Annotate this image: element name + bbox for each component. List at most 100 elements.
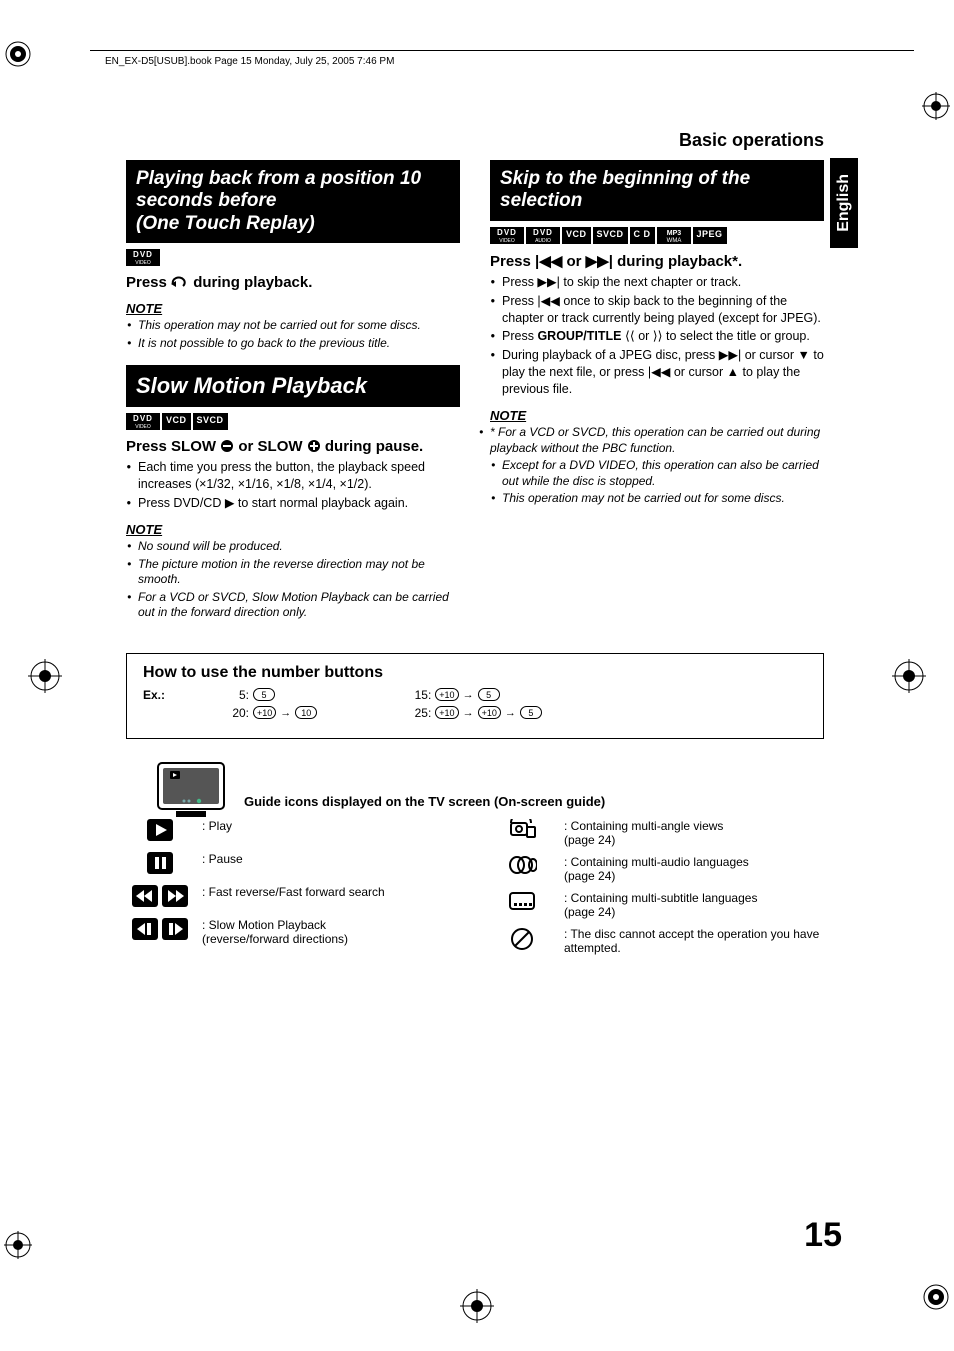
example-label: Ex.: [143,688,165,720]
registration-mark-br [922,1283,950,1311]
num-p10-btn: +10 [253,706,276,719]
next-icon: ▶▶| [586,253,613,270]
svcd-label: SVCD [593,227,628,244]
svg-text:MP3: MP3 [666,230,681,237]
guide-title: Guide icons displayed on the TV screen (… [244,794,824,809]
header-rule [90,50,914,51]
fast-forward-icon [162,885,188,907]
play-icon [147,819,173,841]
guide-icons-grid: : Play : Pause : Fast reverse/Fast forwa… [128,819,824,963]
crosshair-bottom [460,1289,494,1323]
example-5: 5:5 [225,688,317,702]
note-list-1: This operation may not be carried out fo… [126,318,460,351]
note-item: The picture motion in the reverse direct… [138,557,460,588]
reject-icon [510,927,534,951]
tv-guide-row: Guide icons displayed on the TV screen (… [156,761,824,819]
svg-text:WMA: WMA [666,238,681,244]
heading-slow-motion: Slow Motion Playback [126,365,460,407]
disc-labels-2: DVDVIDEO VCD SVCD [126,413,460,430]
svg-text:DVD: DVD [133,250,153,259]
num-5-btn: 5 [253,688,275,701]
page: EN_EX-D5[USUB].book Page 15 Monday, July… [0,0,954,1351]
instr2-c: during pause. [325,438,423,455]
angle-icon [507,819,537,841]
right-column: Skip to the beginning of the selection D… [490,160,824,623]
note-item: For a VCD or SVCD, Slow Motion Playback … [138,590,460,621]
guide-play-label: : Play [202,819,232,833]
body-item: Each time you press the button, the play… [138,459,460,493]
body-item: Press ▶▶| to skip the next chapter or tr… [502,274,824,291]
svg-text:DVD: DVD [533,228,553,237]
dvd-audio-icon: DVDAUDIO [526,227,560,244]
dvd-video-icon: DVDVIDEO [126,413,160,430]
svg-text:VIDEO: VIDEO [499,238,515,244]
num-5-btn: 5 [520,706,542,719]
fast-rewind-icon [132,885,158,907]
guide-audio-label: : Containing multi-audio languages (page… [564,855,749,883]
disc-labels-3: DVDVIDEO DVDAUDIO VCD SVCD C D MP3WMA JP… [490,227,824,244]
body-list-2: Each time you press the button, the play… [126,459,460,512]
note-item: This operation may not be carried out fo… [138,318,460,334]
example-25: 25:+10→+10→5 [407,706,542,720]
note-item: Except for a DVD VIDEO, this operation c… [502,458,824,489]
registration-mark-tr [922,92,950,120]
slow-fwd-icon [162,918,188,940]
num-p10-btn: +10 [435,706,458,719]
guide-angle: : Containing multi-angle views (page 24) [490,819,824,847]
jpeg-label: JPEG [693,227,727,244]
example-20: 20:+10→10 [225,706,317,720]
prev-icon: |◀◀ [535,253,562,270]
note-head-1: NOTE [126,301,460,316]
mp3-wma-icon: MP3WMA [657,227,691,244]
crosshair-right [892,659,926,693]
page-number: 15 [804,1216,842,1255]
body-item: Press DVD/CD ▶ to start normal playback … [138,495,460,512]
content-area: Playing back from a position 10 seconds … [126,160,824,1211]
guide-col-right: : Containing multi-angle views (page 24)… [490,819,824,963]
guide-subtitle: : Containing multi-subtitle languages (p… [490,891,824,919]
num-p10-btn: +10 [478,706,501,719]
svcd-label: SVCD [193,413,228,430]
left-column: Playing back from a position 10 seconds … [126,160,460,623]
body-item: Press GROUP/TITLE ⟨⟨ or ⟩⟩ to select the… [502,328,824,345]
body-list-3: Press ▶▶| to skip the next chapter or tr… [490,274,824,398]
guide-reject: : The disc cannot accept the operation y… [490,927,824,955]
number-box-title: How to use the number buttons [143,664,807,682]
vcd-label: VCD [562,227,591,244]
guide-play: : Play [128,819,462,844]
header-path: EN_EX-D5[USUB].book Page 15 Monday, July… [105,56,394,67]
svg-text:AUDIO: AUDIO [535,238,551,244]
svg-text:VIDEO: VIDEO [135,424,151,430]
cd-label: C D [630,227,655,244]
slow-minus-icon [220,439,234,453]
guide-slow-label: : Slow Motion Playback (reverse/forward … [202,918,348,946]
note-list-2: No sound will be produced. The picture m… [126,539,460,621]
crosshair-left [28,659,62,693]
guide-reject-label: : The disc cannot accept the operation y… [564,927,824,955]
language-tab: English [830,158,858,248]
svg-text:DVD: DVD [497,228,517,237]
note-star: * [490,425,495,439]
instr2-b: or SLOW [238,438,306,455]
instruction-1: Press during playback. [126,274,460,291]
heading-skip: Skip to the beginning of the selection [490,160,824,221]
instr3-c: during playback*. [613,253,742,270]
instr1-b: during playback. [193,274,312,291]
note-item: It is not possible to go back to the pre… [138,336,460,352]
svg-text:DVD: DVD [133,414,153,423]
note-text: For a VCD or SVCD, this operation can be… [490,425,820,455]
note-item: This operation may not be carried out fo… [502,491,824,507]
instr3-b: or [562,253,585,270]
audio-icon [507,855,537,875]
vcd-label: VCD [162,413,191,430]
return-icon [171,276,189,288]
instruction-3: Press |◀◀ or ▶▶| during playback*. [490,252,824,270]
guide-slow: : Slow Motion Playback (reverse/forward … [128,918,462,946]
guide-angle-label: : Containing multi-angle views (page 24) [564,819,723,847]
num-5-btn: 5 [478,688,500,701]
guide-col-left: : Play : Pause : Fast reverse/Fast forwa… [128,819,462,963]
num-p10-btn: +10 [435,688,458,701]
guide-ffrw-label: : Fast reverse/Fast forward search [202,885,385,899]
number-buttons-box: How to use the number buttons Ex.: 5:5 2… [126,653,824,739]
instruction-2: Press SLOW or SLOW during pause. [126,438,460,455]
